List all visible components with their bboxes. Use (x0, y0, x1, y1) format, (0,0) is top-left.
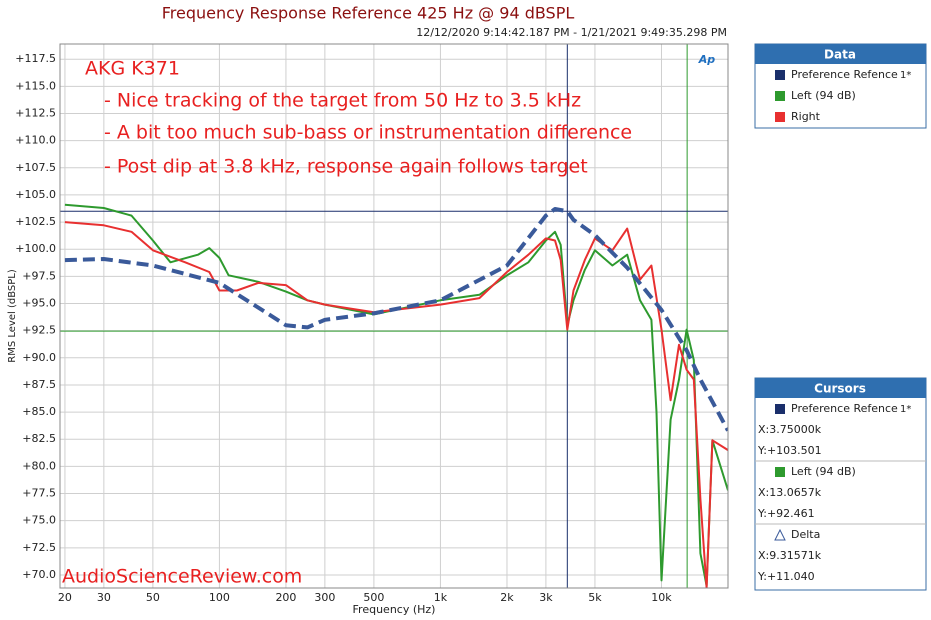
y-axis-label: RMS Level (dBSPL) (7, 269, 18, 363)
panel-header (755, 378, 926, 398)
series-line (64, 221, 728, 588)
legend-suffix: 1* (900, 70, 911, 81)
legend-label: Delta (791, 528, 820, 541)
y-tick-label: +100.0 (15, 242, 56, 255)
panel-title: Data (824, 48, 856, 62)
y-tick-label: +75.0 (22, 514, 56, 527)
series-line (64, 203, 728, 587)
legend-swatch (774, 528, 786, 541)
legend-label: Preference Refence (791, 402, 898, 415)
y-tick-label: +95.0 (22, 297, 56, 310)
panel-title: Cursors (814, 382, 866, 396)
x-tick-label: 50 (146, 591, 160, 604)
chart-subtitle: 12/12/2020 9:14:42.187 PM - 1/21/2021 9:… (416, 26, 727, 39)
legend-suffix: 1* (900, 404, 911, 415)
x-tick-label: 5k (588, 591, 602, 604)
y-tick-label: +80.0 (22, 459, 56, 472)
y-tick-label: +87.5 (22, 378, 56, 391)
legend-swatch (775, 70, 785, 80)
legend-label: Left (94 dB) (791, 465, 856, 478)
x-tick-label: 10k (651, 591, 672, 604)
cursor-readout: X:3.75000k (758, 423, 822, 436)
x-tick-label: 200 (275, 591, 296, 604)
x-tick-label: 2k (500, 591, 514, 604)
y-tick-label: +112.5 (15, 106, 56, 119)
y-tick-label: +85.0 (22, 405, 56, 418)
annotation: - Nice tracking of the target from 50 Hz… (104, 90, 581, 112)
annotation: - A bit too much sub-bass or instrumenta… (104, 122, 632, 144)
chart-title: Frequency Response Reference 425 Hz @ 94… (162, 4, 575, 23)
cursor-readout: X:13.0657k (758, 486, 822, 499)
y-tick-label: +107.5 (15, 161, 56, 174)
y-tick-label: +92.5 (22, 324, 56, 337)
cursor-readout: X:9.31571k (758, 549, 822, 562)
x-tick-label: 3k (539, 591, 553, 604)
y-tick-label: +70.0 (22, 568, 56, 581)
y-tick-label: +110.0 (15, 134, 56, 147)
cursor-readout: Y:+11.040 (757, 570, 815, 583)
legend-swatch (775, 404, 785, 414)
y-tick-label: +117.5 (15, 52, 56, 65)
y-tick-label: +97.5 (22, 269, 56, 282)
x-tick-label: 500 (363, 591, 384, 604)
x-tick-label: 300 (314, 591, 335, 604)
cursor-readout: Y:+92.461 (757, 507, 815, 520)
x-tick-label: 100 (209, 591, 230, 604)
y-tick-label: +72.5 (22, 541, 56, 554)
plot-area (60, 44, 728, 588)
x-tick-label: 20 (58, 591, 72, 604)
annotation: AKG K371 (85, 58, 180, 80)
legend-swatch (775, 467, 785, 477)
y-tick-label: +77.5 (22, 487, 56, 500)
y-tick-label: +82.5 (22, 432, 56, 445)
watermark: AudioScienceReview.com (62, 566, 302, 588)
cursor-readout: Y:+103.501 (757, 444, 822, 457)
y-tick-label: +105.0 (15, 188, 56, 201)
y-tick-label: +115.0 (15, 79, 56, 92)
annotation: - Post dip at 3.8 kHz, response again fo… (104, 156, 588, 178)
legend-label: Right (791, 110, 821, 123)
logo: Ap (698, 53, 716, 66)
series-line (64, 207, 728, 432)
legend-label: Left (94 dB) (791, 89, 856, 102)
plot-border (59, 43, 729, 589)
legend-swatch (775, 112, 785, 122)
x-tick-label: 1k (434, 591, 448, 604)
legend-label: Preference Refence (791, 68, 898, 81)
legend-swatch (775, 91, 785, 101)
x-tick-label: 30 (97, 591, 111, 604)
x-axis-label: Frequency (Hz) (353, 603, 436, 616)
y-tick-label: +102.5 (15, 215, 56, 228)
y-tick-label: +90.0 (22, 351, 56, 364)
panel-header (755, 44, 926, 64)
